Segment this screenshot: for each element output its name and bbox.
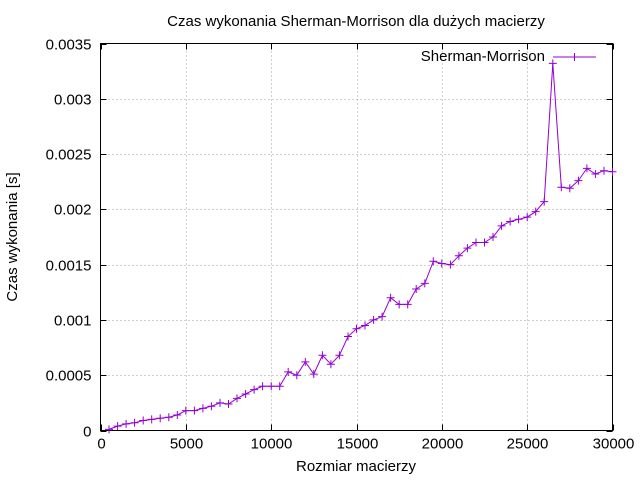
series-layer [105, 59, 617, 434]
data-point-marker [258, 382, 267, 391]
grid-lines [100, 43, 613, 431]
y-tick-label: 0.0025 [46, 147, 92, 164]
x-tick-labels: 0 5000 10000 15000 20000 25000 30000 [97, 436, 634, 453]
data-point-marker [326, 360, 335, 369]
y-tick-label: 0.002 [54, 202, 92, 219]
data-point-marker [548, 59, 557, 68]
x-axis-label: Rozmiar macierzy [296, 458, 417, 475]
y-tick-label: 0.0015 [46, 258, 92, 275]
data-point-marker [582, 164, 591, 173]
data-point-marker [540, 197, 549, 206]
data-point-marker [463, 244, 472, 253]
data-point-marker [105, 425, 113, 434]
x-tick-label: 5000 [170, 436, 203, 453]
data-point-marker [113, 422, 122, 431]
data-point-marker [489, 233, 497, 241]
data-point-marker [395, 300, 404, 309]
x-tick-label: 20000 [422, 436, 464, 453]
data-point-marker [156, 414, 165, 423]
data-point-marker [369, 315, 378, 324]
data-point-marker [301, 357, 310, 366]
x-tick-label: 30000 [593, 436, 635, 453]
data-point-marker [352, 324, 361, 333]
chart-title: Czas wykonania Sherman-Morrison dla duży… [167, 13, 545, 30]
x-tick-label: 25000 [507, 436, 549, 453]
data-point-marker [454, 251, 463, 260]
data-point-marker [250, 385, 259, 394]
data-point-marker [139, 416, 148, 425]
data-point-marker [531, 207, 540, 216]
data-point-marker [164, 413, 173, 422]
data-point-marker [147, 415, 156, 424]
y-tick-label: 0.0035 [46, 37, 92, 54]
data-point-marker [224, 400, 233, 408]
plot-frame [100, 43, 613, 431]
data-point-marker [497, 221, 506, 230]
series-line [108, 63, 613, 430]
data-point-marker [122, 419, 131, 428]
data-point-marker [284, 367, 293, 376]
x-tick-label: 15000 [337, 436, 379, 453]
data-point-marker [386, 293, 395, 302]
axis-ticks [100, 43, 614, 432]
legend-marker [570, 53, 579, 61]
data-point-marker [361, 321, 369, 330]
data-point-marker [591, 170, 600, 178]
data-point-marker [429, 257, 438, 266]
data-point-marker [292, 371, 301, 380]
data-point-marker [600, 166, 608, 175]
data-point-marker [198, 404, 207, 413]
data-point-marker [335, 351, 344, 360]
data-point-marker [506, 217, 515, 226]
data-point-marker [557, 183, 566, 192]
data-point-marker [318, 351, 327, 360]
data-point-marker [420, 279, 429, 288]
data-point-marker [446, 260, 455, 269]
legend: Sherman-Morrison [421, 48, 596, 65]
data-point-marker [275, 382, 284, 391]
data-point-marker [412, 285, 421, 293]
data-point-marker [173, 411, 182, 419]
y-tick-labels: 0 0.0005 0.001 0.0015 0.002 0.0025 0.003 0.0035 [46, 37, 92, 441]
y-tick-label: 0.0005 [46, 368, 92, 385]
y-tick-label: 0 [83, 424, 91, 441]
data-point-marker [565, 184, 574, 193]
data-point-marker [403, 300, 412, 309]
y-tick-label: 0.003 [54, 92, 92, 109]
data-point-marker [216, 398, 224, 407]
data-point-marker [181, 406, 190, 415]
x-tick-label: 0 [97, 436, 105, 453]
x-tick-label: 10000 [251, 436, 293, 453]
y-tick-label: 0.001 [54, 313, 92, 330]
data-point-marker [233, 394, 241, 403]
data-point-marker [241, 390, 250, 398]
legend-label: Sherman-Morrison [421, 48, 545, 65]
data-point-marker [309, 370, 318, 379]
data-point-marker [480, 238, 489, 247]
data-point-marker [514, 215, 523, 224]
data-point-marker [344, 332, 352, 341]
data-point-marker [608, 167, 617, 176]
data-point-marker [523, 213, 532, 222]
data-point-marker [130, 418, 139, 427]
y-axis-label: Czas wykonania [s] [4, 172, 21, 301]
data-point-marker [378, 312, 387, 321]
data-point-marker [437, 259, 446, 268]
data-point-marker [472, 238, 480, 247]
data-point-marker [267, 382, 276, 391]
data-point-marker [207, 402, 216, 411]
data-point-marker [574, 176, 583, 185]
data-point-marker [190, 406, 199, 415]
